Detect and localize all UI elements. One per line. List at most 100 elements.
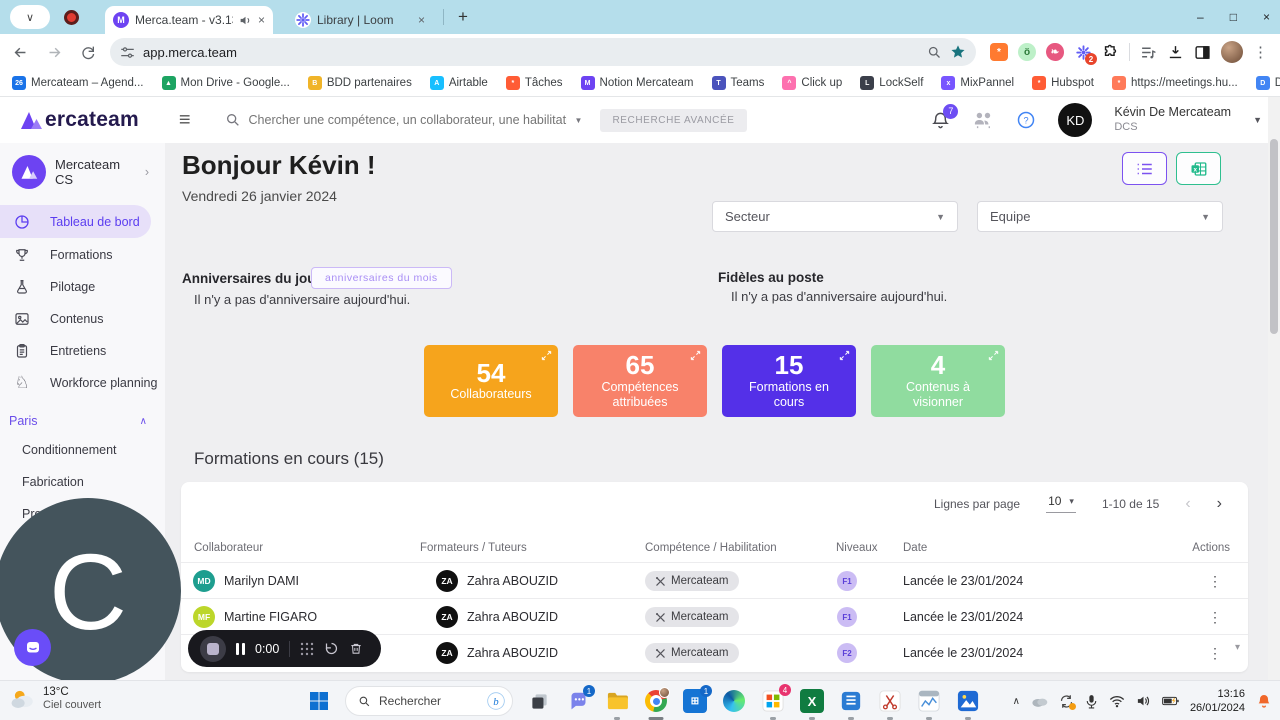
audio-speaker-icon[interactable] xyxy=(239,14,252,27)
advanced-search-button[interactable]: RECHERCHE AVANCÉE xyxy=(600,108,747,132)
bookmark-item[interactable]: T Teams xyxy=(711,76,764,90)
table-row[interactable]: MD Marilyn DAMI ZA Zahra ABOUZID Mercateam… xyxy=(181,562,1248,598)
sidebar-section-paris[interactable]: Paris ∧ xyxy=(9,414,147,428)
sidebar-item-entretiens[interactable]: Entretiens xyxy=(0,336,165,366)
onedrive-icon[interactable] xyxy=(1031,695,1048,708)
bookmark-item[interactable]: B BDD partenaires xyxy=(307,76,412,90)
stat-card-collaborateurs[interactable]: 54 Collaborateurs xyxy=(424,345,558,417)
green-monster-extension-icon[interactable]: ö xyxy=(1018,43,1036,61)
bookmark-item[interactable]: M Notion Mercateam xyxy=(580,76,694,90)
bookmark-star-icon[interactable] xyxy=(950,44,966,60)
user-info[interactable]: Kévin De Mercateam DCS xyxy=(1114,105,1231,134)
column-header[interactable]: Collaborateur xyxy=(194,542,264,554)
reload-button[interactable] xyxy=(76,40,100,64)
loom-extension-icon[interactable]: 2 xyxy=(1074,43,1097,65)
table-row[interactable]: ZA Zahra ABOUZID Mercateam F2 Lancée le 2… xyxy=(181,634,1248,670)
forward-button[interactable] xyxy=(42,40,66,64)
delete-recording-icon[interactable] xyxy=(349,641,363,656)
bookmark-item[interactable]: * https://meetings.hu... xyxy=(1111,76,1238,90)
browser-profile-avatar[interactable] xyxy=(1221,41,1243,63)
stop-recording-button[interactable] xyxy=(200,635,226,662)
window-close-button[interactable]: × xyxy=(1262,10,1270,24)
bookmark-item[interactable]: * Hubspot xyxy=(1032,76,1094,90)
back-button[interactable] xyxy=(8,40,32,64)
browser-menu-icon[interactable]: ⋮ xyxy=(1253,44,1268,61)
scroll-hint-caret-icon[interactable]: ▾ xyxy=(1234,642,1240,653)
search-caret-icon[interactable]: ▼ xyxy=(574,115,583,125)
org-switcher[interactable]: Mercateam CS › xyxy=(0,143,165,203)
sidebar-item-contenus[interactable]: Contenus xyxy=(0,304,165,334)
bookmark-item[interactable]: ^ Click up xyxy=(782,76,842,90)
zoom-icon[interactable] xyxy=(927,45,942,60)
column-header[interactable]: Date xyxy=(903,542,928,554)
loom-control-bar[interactable]: 0:00 xyxy=(188,630,381,667)
table-row[interactable]: MF Martine FIGARO ZA Zahra ABOUZID Mercate… xyxy=(181,598,1248,634)
wifi-icon[interactable] xyxy=(1109,695,1125,708)
monitor-app-button[interactable] xyxy=(916,688,942,720)
bookmark-item[interactable]: * Tâches xyxy=(505,76,563,90)
sidebar-item-conditionnement[interactable]: Conditionnement xyxy=(22,443,117,457)
photos-button[interactable] xyxy=(955,688,981,720)
file-explorer-button[interactable] xyxy=(604,688,630,720)
global-search[interactable]: ▼ xyxy=(225,112,583,128)
snipping-tool-button[interactable] xyxy=(877,688,903,720)
task-view-button[interactable] xyxy=(526,688,552,714)
close-tab-icon[interactable]: × xyxy=(417,13,425,27)
org-people-icon[interactable] xyxy=(972,111,994,129)
side-panel-icon[interactable] xyxy=(1194,44,1211,61)
notes-button[interactable] xyxy=(838,688,864,720)
bookmark-item[interactable]: x MixPannel xyxy=(941,76,1014,90)
window-minimize-button[interactable]: – xyxy=(1197,10,1204,24)
sidebar-item-pilotage[interactable]: Pilotage xyxy=(0,272,165,302)
extensions-puzzle-icon[interactable] xyxy=(1102,44,1119,61)
drag-handle-icon[interactable] xyxy=(300,642,314,656)
secteur-select[interactable]: Secteur ▼ xyxy=(712,201,958,232)
tab-loom[interactable]: Library | Loom × xyxy=(287,6,433,34)
month-birthdays-button[interactable]: anniversaires du mois xyxy=(311,267,452,289)
battery-icon[interactable] xyxy=(1162,695,1179,707)
chat-button[interactable]: 1 xyxy=(565,685,595,714)
intercom-chat-button[interactable] xyxy=(14,629,51,666)
column-header[interactable]: Niveaux xyxy=(836,542,878,554)
notification-bell-icon[interactable] xyxy=(1256,693,1272,709)
taskbar-clock[interactable]: 13:16 26/01/2024 xyxy=(1190,687,1245,716)
downloads-icon[interactable] xyxy=(1167,44,1184,61)
sidebar-item-workforce-planning[interactable]: ♘ Workforce planning xyxy=(14,373,158,392)
media-controls-icon[interactable] xyxy=(1140,44,1157,61)
hubspot-extension-icon[interactable]: * xyxy=(990,43,1008,61)
stat-card-formations[interactable]: 15 Formations en cours xyxy=(722,345,856,417)
next-page-icon[interactable]: › xyxy=(1216,494,1222,512)
row-actions-icon[interactable]: ⋮ xyxy=(1208,572,1222,589)
bookmark-item[interactable]: A Airtable xyxy=(429,76,488,90)
rows-per-page-select[interactable]: 10 ▾ xyxy=(1046,494,1076,513)
user-menu-caret-icon[interactable]: ▼ xyxy=(1253,115,1262,125)
stat-card-contenus[interactable]: 4 Contenus à visionner xyxy=(871,345,1005,417)
sidebar-item-formations[interactable]: Formations xyxy=(0,240,165,270)
sidebar-item-fabrication[interactable]: Fabrication xyxy=(22,475,84,489)
weather-widget[interactable]: 13°C Ciel couvert xyxy=(10,685,101,713)
row-actions-icon[interactable]: ⋮ xyxy=(1208,644,1222,661)
notifications-button[interactable]: 7 xyxy=(931,103,959,130)
restart-recording-icon[interactable] xyxy=(324,641,339,656)
bookmark-item[interactable]: 26 Mercateam – Agend... xyxy=(12,76,144,90)
start-button[interactable] xyxy=(306,688,332,714)
user-avatar[interactable]: KD xyxy=(1058,103,1093,137)
store-button[interactable]: ⊞ 1 xyxy=(682,685,712,714)
close-tab-icon[interactable]: × xyxy=(257,13,265,27)
tab-search-button[interactable]: ∨ xyxy=(10,5,50,29)
column-header[interactable]: Compétence / Habilitation xyxy=(645,542,777,554)
column-header[interactable]: Actions xyxy=(1192,542,1230,554)
help-icon[interactable]: ? xyxy=(1016,110,1036,130)
edge-button[interactable] xyxy=(721,688,747,714)
tab-mercateam[interactable]: M Merca.team - v3.13.33 × xyxy=(105,6,273,34)
bookmark-item[interactable]: DDev produit xyxy=(1255,76,1280,90)
chrome-button[interactable] xyxy=(643,687,670,720)
pause-recording-button[interactable] xyxy=(236,642,245,655)
volume-icon[interactable] xyxy=(1136,694,1151,708)
m365-button[interactable]: 4 xyxy=(760,684,791,720)
prev-page-icon[interactable]: ‹ xyxy=(1185,494,1191,512)
page-scrollbar[interactable] xyxy=(1268,97,1280,680)
new-tab-button[interactable]: + xyxy=(458,7,468,26)
excel-export-button[interactable]: x xyxy=(1176,152,1221,185)
sync-icon[interactable] xyxy=(1059,694,1076,710)
